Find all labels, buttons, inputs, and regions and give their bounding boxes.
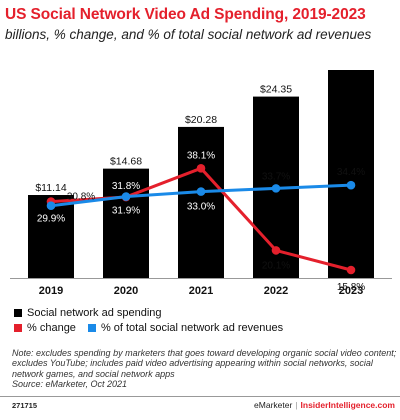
legend-swatch-change	[14, 323, 22, 332]
legend-row-2: % change % of total social network ad re…	[14, 320, 394, 335]
bar-value-label-2022: $24.35	[260, 84, 292, 96]
x-tick-label-2021: 2021	[189, 285, 213, 297]
bar-2021	[178, 126, 224, 278]
bar-2020	[103, 168, 149, 278]
footer-brand: eMarketer | InsiderIntelligence.com	[254, 400, 395, 410]
pct-share-label-2023: 34.4%	[337, 167, 365, 178]
pct-change-label-2021: 38.1%	[187, 150, 215, 161]
chart-title: US Social Network Video Ad Spending, 201…	[5, 6, 366, 23]
brand-insider: InsiderIntelligence.com	[300, 400, 395, 410]
legend-row-1: Social network ad spending	[14, 305, 394, 320]
chart-note: Note: excludes spending by marketers tha…	[12, 348, 397, 390]
x-tick-label-2023: 2023	[339, 285, 363, 297]
legend-item-change: % change	[14, 322, 76, 334]
x-tick-label-2020: 2020	[114, 285, 138, 297]
legend-label-share: % of total social network ad revenues	[100, 321, 284, 334]
bar-value-label-2021: $20.28	[185, 114, 217, 126]
pct-share-label-2020: 31.9%	[112, 206, 140, 217]
bar-value-label-2019: $11.14	[35, 182, 66, 194]
brand-separator: |	[295, 400, 298, 410]
legend-swatch-spending	[14, 308, 22, 317]
pct-share-point-2019	[46, 201, 56, 211]
pct-change-point-2022	[271, 246, 281, 255]
chart-id: 271715	[12, 401, 38, 410]
legend-label-spending: Social network ad spending	[27, 306, 162, 319]
pct-change-label-2020: 31.8%	[112, 181, 140, 192]
footer: 271715 eMarketer | InsiderIntelligence.com	[0, 396, 400, 417]
pct-change-label-2023: 15.8%	[337, 282, 365, 293]
x-tick-label-2022: 2022	[264, 285, 288, 297]
note-text: Note: excludes spending by marketers tha…	[12, 348, 397, 379]
legend-item-spending: Social network ad spending	[14, 307, 162, 319]
chart-plot: $11.14$14.68$20.28$24.35$28.212019202020…	[10, 70, 392, 297]
pct-share-point-2021	[196, 187, 206, 196]
pct-change-label-2022: 20.1%	[262, 260, 290, 271]
pct-share-label-2021: 33.0%	[187, 202, 215, 213]
bar-value-label-2020: $14.68	[110, 156, 142, 168]
bar-2023	[328, 70, 374, 278]
pct-share-point-2023	[346, 180, 356, 190]
pct-share-point-2020	[121, 192, 131, 201]
chart-legend: Social network ad spending % change % of…	[14, 305, 394, 335]
source-text: Source: eMarketer, Oct 2021	[12, 379, 128, 390]
pct-share-label-2019: 29.9%	[37, 214, 65, 225]
legend-label-change: % change	[27, 321, 76, 334]
legend-swatch-share	[87, 323, 96, 332]
pct-share-label-2022: 33.7%	[262, 171, 290, 182]
brand-emarketer: eMarketer	[254, 400, 293, 410]
pct-change-point-2023	[346, 265, 356, 275]
pct-change-label-2019: 30.8%	[67, 192, 95, 203]
x-tick-label-2019: 2019	[39, 285, 63, 297]
legend-item-share: % of total social network ad revenues	[87, 321, 284, 334]
pct-share-point-2022	[271, 184, 281, 193]
chart-subtitle: billions, % change, and % of total socia…	[5, 27, 372, 42]
pct-change-point-2021	[196, 164, 206, 173]
